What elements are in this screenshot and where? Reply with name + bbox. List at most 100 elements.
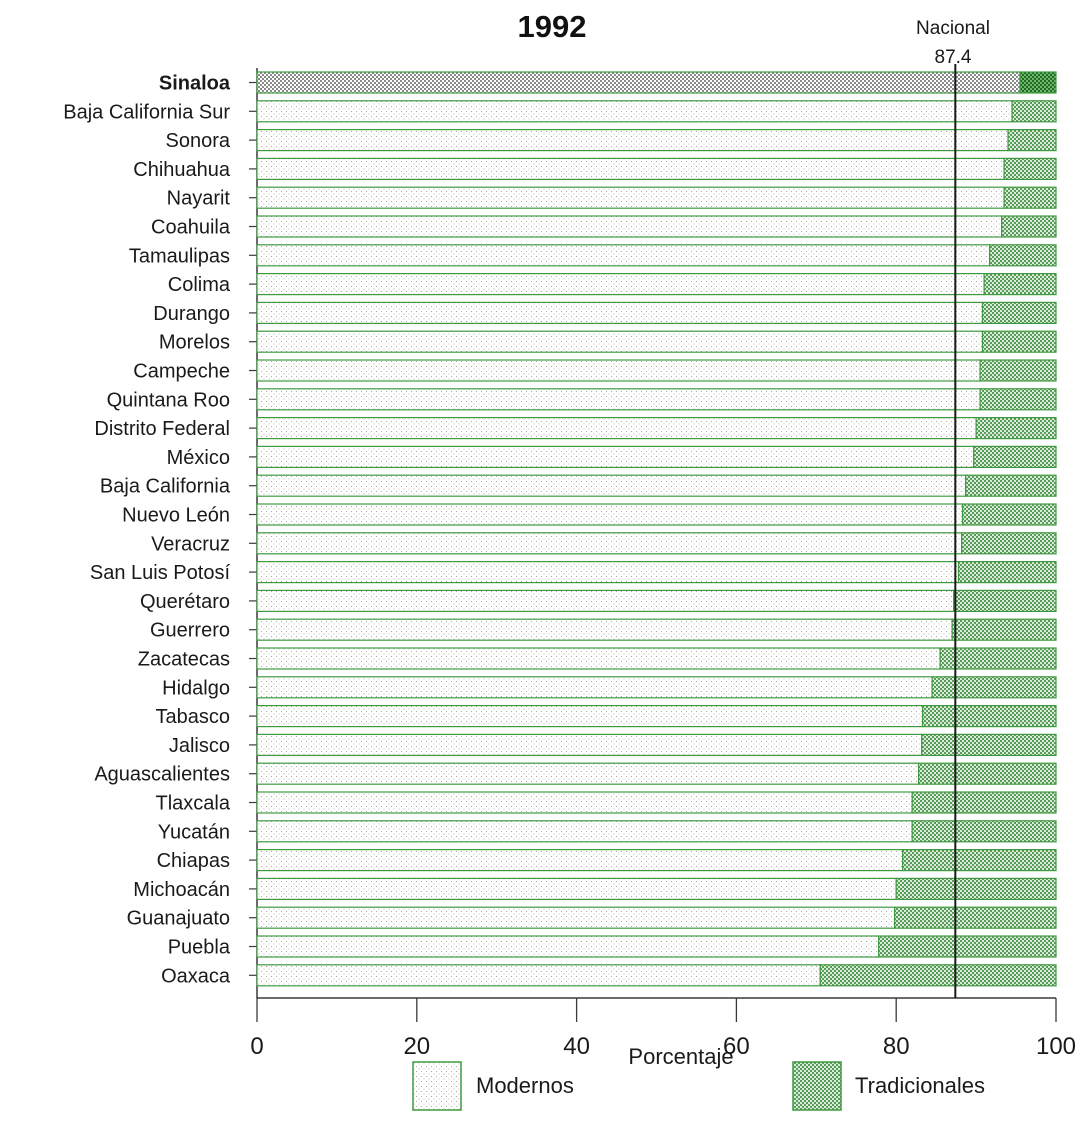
bar-modernos [256, 330, 984, 353]
y-tick-label: Jalisco [169, 735, 230, 757]
bar-modernos [256, 388, 981, 411]
y-tick-label: San Luis Potosí [90, 562, 231, 584]
reference-line-value: 87.4 [935, 47, 972, 68]
bar-tradicionales [975, 417, 1057, 440]
bar-modernos [256, 877, 897, 901]
y-tick-label: Quintana Roo [107, 389, 230, 411]
bar-modernos [256, 618, 953, 641]
bar-tradicionales [1003, 186, 1057, 209]
bar-tradicionales [819, 964, 1057, 987]
y-tick-label: Tamaulipas [129, 245, 230, 267]
bar-tradicionales [878, 935, 1057, 958]
bar-tradicionales [911, 791, 1057, 814]
bar-modernos [256, 906, 896, 929]
y-tick-label: Querétaro [140, 591, 230, 613]
y-tick-label: Yucatán [158, 821, 230, 843]
y-tick-label: Hidalgo [162, 677, 230, 699]
legend: Modernos Tradicionales [412, 1061, 985, 1111]
y-tick-label: Puebla [168, 937, 231, 959]
x-axis-title: Porcentaje [628, 1044, 733, 1069]
y-tick-label: Zacatecas [138, 649, 230, 671]
y-tick-label: Sinaloa [159, 73, 231, 95]
bar-modernos [256, 417, 977, 440]
bar-tradicionales [979, 359, 1057, 382]
legend-item-modernos: Modernos [412, 1061, 574, 1111]
y-tick-label: Colima [168, 274, 231, 296]
bar-tradicionales [973, 445, 1057, 468]
reference-line-label: Nacional [916, 18, 990, 39]
y-tick-label: Distrito Federal [94, 418, 230, 440]
y-tick-label: Durango [153, 303, 230, 325]
bar-tradicionales [917, 762, 1057, 785]
y-tick-label: México [167, 447, 230, 469]
bar-tradicionales [931, 676, 1057, 699]
bar-modernos [256, 100, 1013, 123]
y-tick-label: Nuevo León [122, 505, 230, 527]
bar-modernos [256, 733, 923, 757]
bar-modernos [256, 445, 975, 468]
y-tick-label: Veracruz [151, 533, 230, 555]
bar-modernos [256, 273, 985, 296]
bar-tradicionales [921, 733, 1057, 757]
bar-modernos [256, 935, 880, 958]
legend-item-tradicionales: Tradicionales [792, 1061, 985, 1111]
bar-tradicionales [965, 474, 1057, 497]
bar-tradicionales [895, 877, 1057, 901]
bar-modernos [256, 71, 1021, 94]
legend-label-modernos: Modernos [476, 1073, 574, 1098]
bar-modernos [256, 503, 964, 526]
legend-swatch-modernos [412, 1061, 462, 1111]
bar-tradicionales [894, 906, 1057, 929]
y-tick-label: Baja California [100, 476, 231, 498]
bar-tradicionales [911, 820, 1057, 843]
x-tick-label: 80 [883, 1033, 910, 1060]
bar-tradicionales [1011, 100, 1057, 123]
x-tick-label: 40 [563, 1033, 590, 1060]
bar-modernos [256, 474, 967, 497]
y-tick-label: Morelos [159, 332, 230, 354]
bar-modernos [256, 848, 904, 872]
bar-tradicionales [979, 388, 1057, 411]
y-tick-label: Coahuila [151, 217, 231, 239]
bar-tradicionales [981, 330, 1057, 353]
x-tick-label: 60 [723, 1033, 750, 1060]
y-tick-label: Tabasco [156, 706, 231, 728]
bar-tradicionales [989, 244, 1057, 267]
y-tick-label: Michoacán [133, 879, 230, 901]
chart-title: 1992 [518, 9, 587, 44]
bar-tradicionales [1003, 157, 1057, 180]
plot-area: Sinaloa Baja California Sur Sonora Chihuahu… [63, 64, 1076, 1060]
bar-tradicionales [921, 704, 1057, 728]
bar-modernos [256, 186, 1005, 209]
bar-tradicionales [951, 618, 1057, 641]
bar-modernos [256, 560, 960, 584]
bar-tradicionales [957, 560, 1057, 584]
bar-modernos [256, 359, 981, 382]
y-tick-label: Tlaxcala [156, 793, 231, 815]
bar-tradicionales [961, 503, 1057, 526]
bar-modernos [256, 589, 955, 613]
x-tick-label: 0 [250, 1033, 263, 1060]
bar-modernos [256, 791, 913, 814]
x-tick-label: 100 [1036, 1033, 1076, 1060]
bar-tradicionales [1019, 71, 1057, 94]
bar-modernos [256, 647, 941, 670]
bar-modernos [256, 244, 991, 267]
y-tick-label: Baja California Sur [63, 101, 230, 123]
bar-tradicionales [983, 273, 1057, 296]
bar-modernos [256, 129, 1009, 152]
bar-tradicionales [961, 532, 1057, 555]
bar-tradicionales [1001, 215, 1057, 238]
legend-label-tradicionales: Tradicionales [855, 1073, 985, 1098]
legend-swatch-tradicionales [792, 1061, 842, 1111]
bar-modernos [256, 676, 933, 699]
y-tick-label: Oaxaca [161, 965, 231, 987]
bar-tradicionales [953, 589, 1057, 613]
bar-modernos [256, 762, 920, 785]
bar-modernos [256, 157, 1005, 180]
bar-modernos [256, 820, 913, 843]
y-tick-label: Guerrero [150, 620, 230, 642]
y-tick-label: Sonora [166, 130, 231, 152]
bar-tradicionales [939, 647, 1057, 670]
